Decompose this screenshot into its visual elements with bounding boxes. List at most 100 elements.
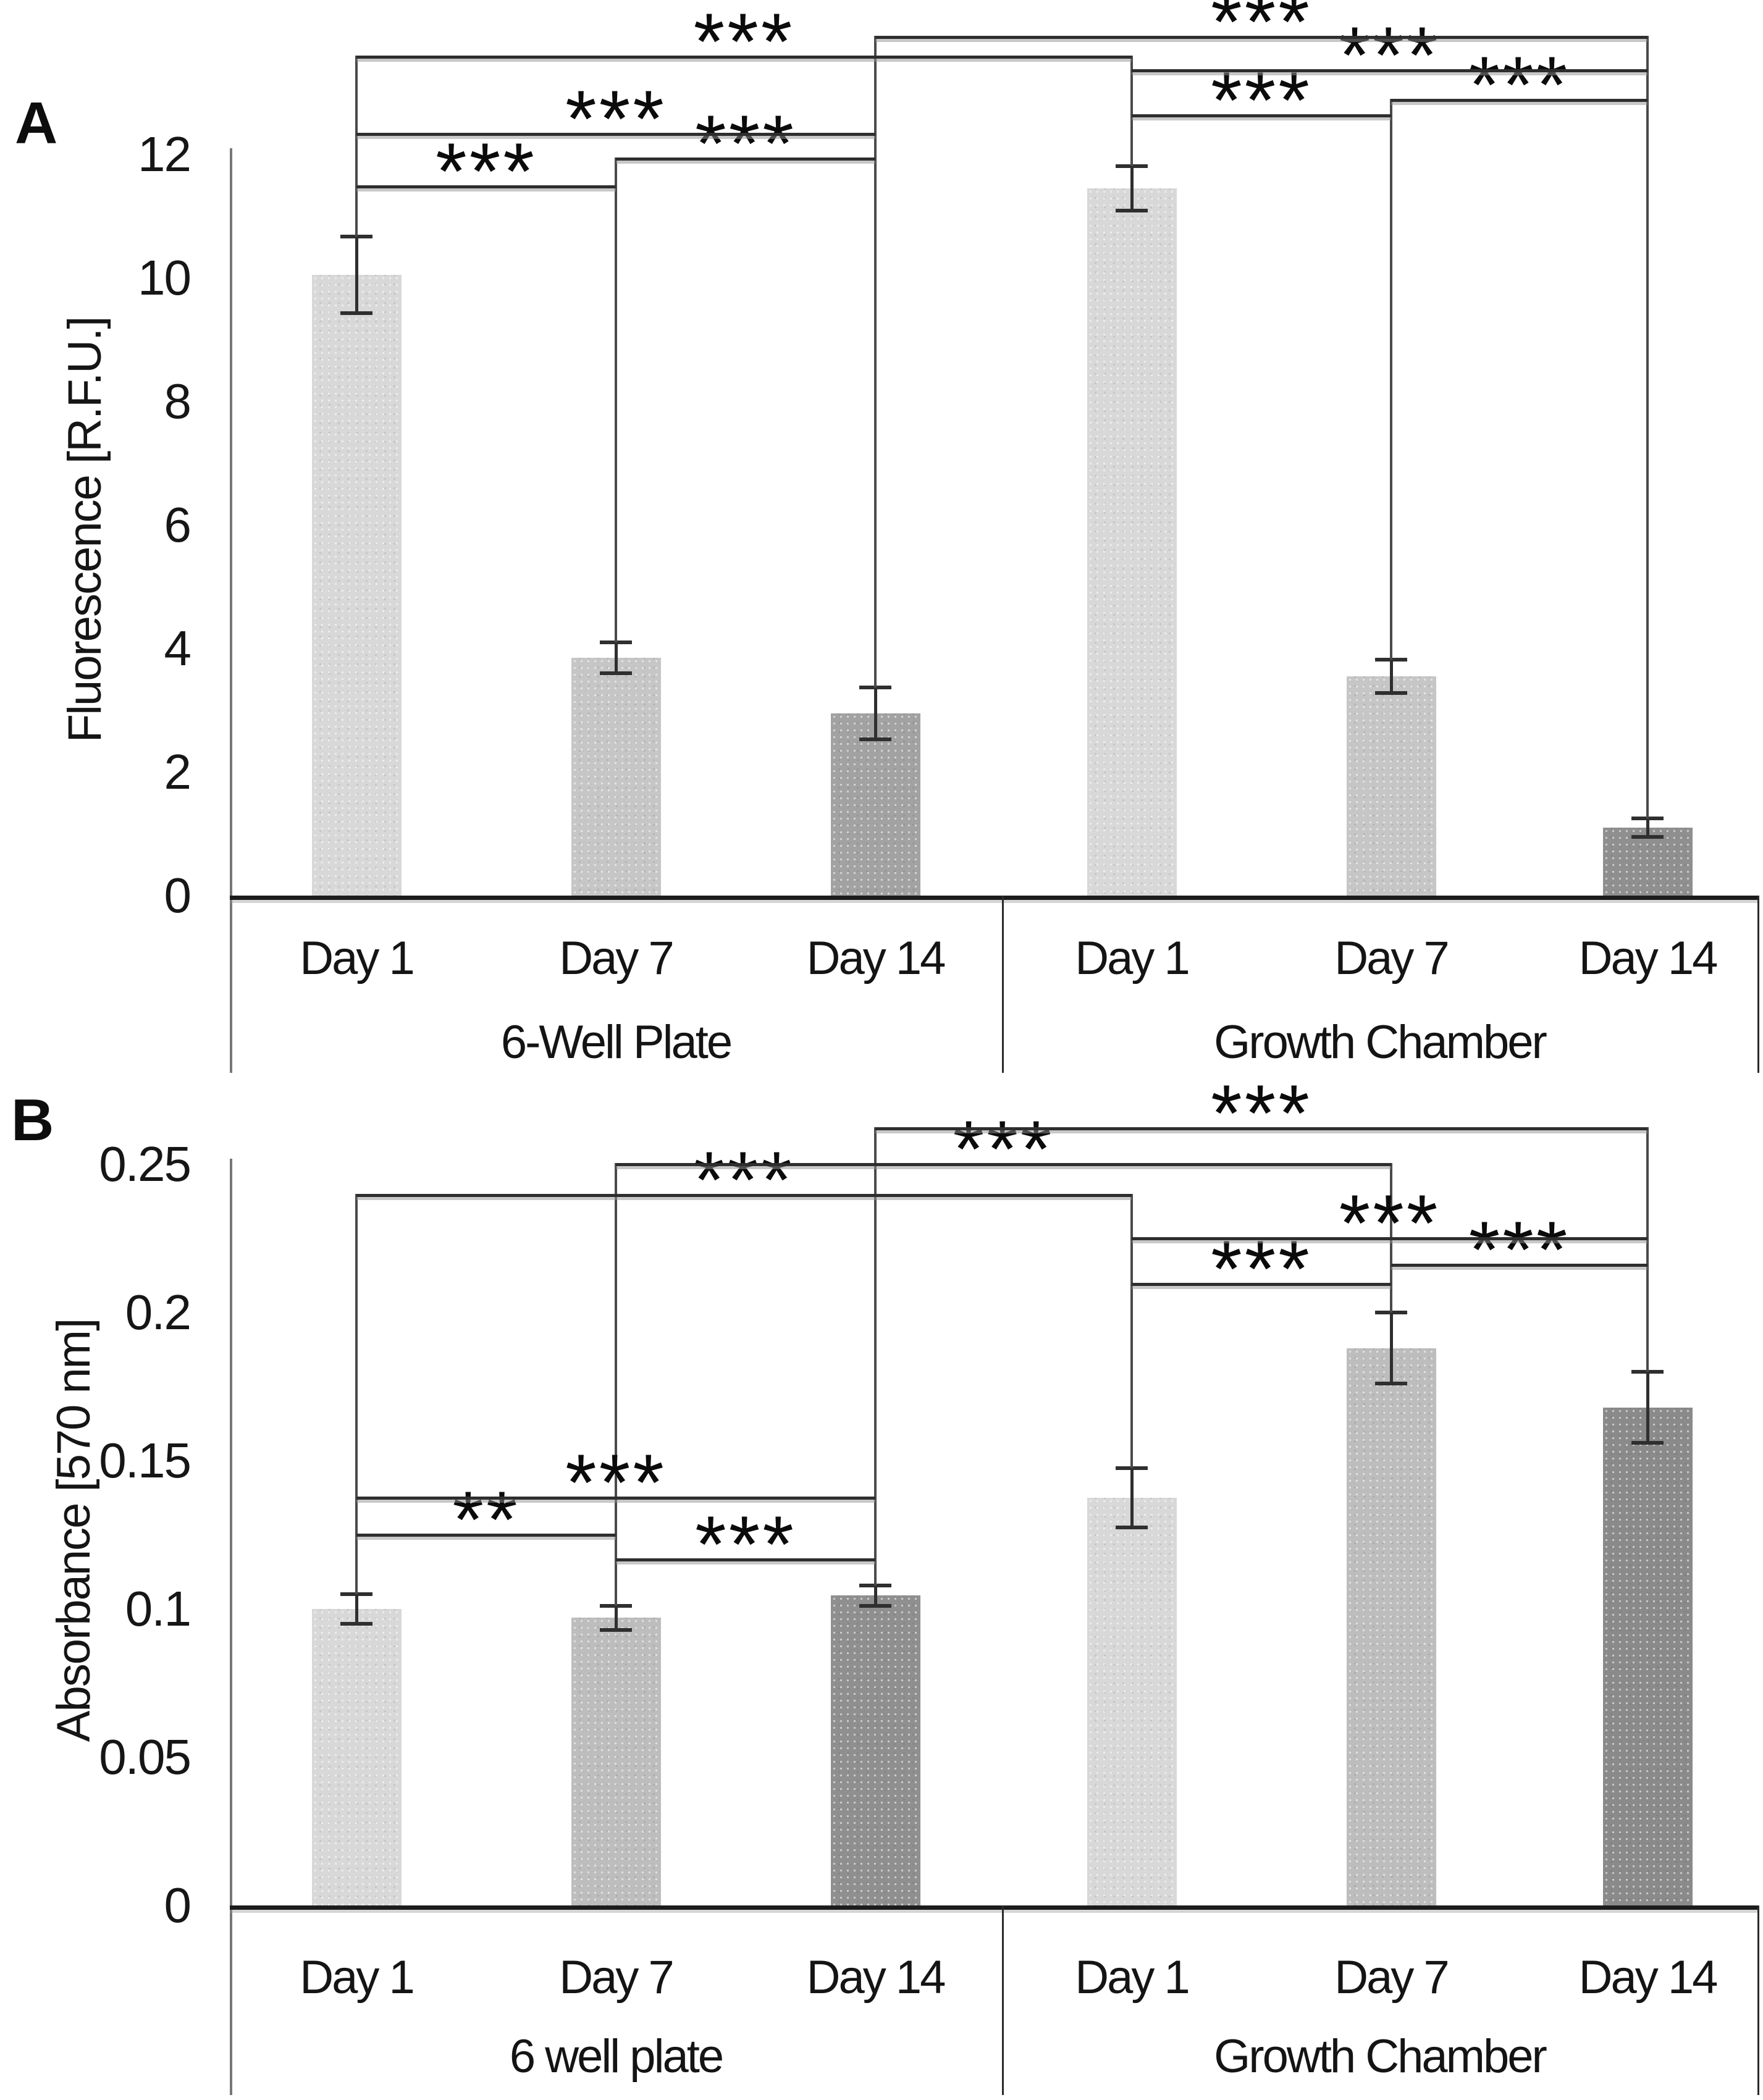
significance-bracket-B-6: [356, 1194, 1132, 1197]
bracket-stem-B-2: [874, 1127, 877, 1586]
bar-B-g1-day1: [311, 1609, 402, 1905]
error-cap-top-A-2: [859, 686, 891, 689]
error-cap-top-A-4: [1375, 658, 1407, 662]
day-label-B-1: Day 7: [559, 1951, 675, 2004]
y-tick-label-A: 2: [164, 744, 192, 799]
y-tick-label-B: 0.1: [125, 1581, 191, 1636]
error-bar-B-4: [1390, 1312, 1393, 1384]
significance-bracket-B-8: [875, 1127, 1647, 1130]
bracket-stem-B-3: [1130, 1194, 1133, 1468]
significance-label-B-5: ***: [1339, 1177, 1441, 1268]
error-bar-A-1: [615, 642, 618, 673]
y-axis-line-B: [230, 1159, 232, 2095]
error-cap-bottom-A-2: [859, 737, 891, 741]
day-label-B-0: Day 1: [300, 1951, 415, 2004]
bracket-stem-B-0: [355, 1194, 358, 1594]
error-bar-A-4: [1390, 660, 1393, 693]
day-label-B-5: Day 14: [1578, 1951, 1719, 2004]
y-tick-label-A: 12: [138, 127, 191, 182]
bracket-stem-A-3: [1130, 56, 1133, 166]
bar-A-g1-day14: [830, 713, 920, 896]
bracket-stem-A-5: [1646, 36, 1649, 818]
error-bar-B-3: [1130, 1468, 1134, 1527]
x-axis-baseline-B: [230, 1905, 1757, 1910]
significance-label-B-0: ***: [695, 1499, 796, 1590]
error-bar-A-3: [1130, 166, 1134, 211]
day-label-B-4: Day 7: [1334, 1951, 1450, 2004]
bar-A-g2-day1: [1087, 188, 1177, 896]
significance-label-B-8: ***: [1211, 1068, 1312, 1158]
significance-bracket-A-3: [1132, 114, 1391, 117]
significance-label-B-7: ***: [953, 1103, 1054, 1194]
error-cap-top-B-2: [859, 1583, 891, 1587]
significance-bracket-A-6: [356, 56, 1132, 59]
x-axis-baseline-A: [230, 896, 1757, 900]
error-cap-bottom-B-0: [340, 1622, 372, 1626]
significance-bracket-A-2: [356, 133, 875, 136]
bar-B-g1-day14: [830, 1595, 920, 1905]
significance-bracket-A-1: [616, 158, 875, 161]
day-label-B-3: Day 1: [1075, 1951, 1190, 2004]
significance-label-B-3: ***: [1211, 1224, 1312, 1314]
bar-A-g2-day14: [1602, 828, 1693, 896]
significance-bracket-B-5: [1132, 1237, 1647, 1240]
significance-label-B-1: **: [452, 1474, 520, 1564]
significance-label-B-6: ***: [693, 1135, 795, 1225]
panel-b-letter: B: [11, 1087, 54, 1153]
error-cap-bottom-A-3: [1116, 209, 1148, 212]
error-cap-top-B-0: [340, 1592, 372, 1596]
y-tick-label-B: 0.2: [125, 1285, 191, 1340]
significance-bracket-A-0: [356, 185, 616, 188]
day-label-A-5: Day 14: [1578, 932, 1719, 985]
error-cap-bottom-B-5: [1631, 1441, 1664, 1445]
group-divider-A: [1002, 896, 1004, 1073]
bar-B-g1-day7: [571, 1618, 661, 1905]
bracket-stem-A-2: [874, 36, 877, 687]
significance-bracket-B-1: [356, 1533, 616, 1537]
y-axis-line-A: [230, 148, 232, 1073]
error-bar-B-0: [355, 1594, 358, 1624]
error-cap-top-B-3: [1116, 1466, 1148, 1470]
error-cap-bottom-B-3: [1116, 1526, 1148, 1529]
error-cap-bottom-A-0: [340, 311, 372, 315]
group-divider-B: [1002, 1905, 1004, 2095]
error-cap-bottom-A-5: [1631, 835, 1664, 839]
bar-B-g2-day1: [1087, 1498, 1177, 1905]
significance-label-A-3: ***: [1211, 55, 1312, 145]
table-right-border-A: [1757, 896, 1759, 1073]
significance-bracket-B-4: [1391, 1263, 1647, 1267]
day-label-B-2: Day 14: [806, 1951, 946, 2004]
group-label-B-0: 6 well plate: [509, 2030, 724, 2083]
y-tick-label-A: 8: [164, 374, 192, 429]
bracket-stem-A-1: [615, 158, 617, 642]
significance-label-A-7: ***: [1211, 0, 1312, 67]
significance-bracket-A-5: [1132, 69, 1647, 72]
error-cap-top-A-1: [600, 640, 632, 644]
significance-bracket-B-0: [616, 1558, 875, 1562]
y-tick-label-A: 10: [138, 250, 191, 305]
group-label-B-1: Growth Chamber: [1214, 2030, 1547, 2083]
bracket-stem-A-4: [1390, 99, 1392, 660]
bar-A-g1-day1: [311, 275, 402, 896]
error-bar-A-0: [355, 237, 358, 313]
error-cap-bottom-A-1: [600, 671, 632, 675]
significance-label-A-5: ***: [1339, 10, 1441, 100]
bar-B-g2-day7: [1346, 1348, 1436, 1905]
y-tick-label-A: 4: [164, 621, 192, 676]
bar-B-g2-day14: [1602, 1407, 1693, 1905]
table-right-border-B: [1757, 1905, 1759, 2095]
y-tick-label-A: 6: [164, 497, 192, 552]
error-bar-A-5: [1646, 818, 1649, 837]
group-label-A-1: Growth Chamber: [1214, 1016, 1547, 1069]
significance-bracket-A-7: [875, 36, 1647, 39]
day-label-A-4: Day 7: [1334, 932, 1450, 985]
error-cap-top-B-4: [1375, 1311, 1407, 1314]
day-label-A-2: Day 14: [806, 932, 946, 985]
day-label-A-3: Day 1: [1075, 932, 1190, 985]
y-tick-label-B: 0.15: [99, 1433, 191, 1488]
significance-bracket-A-4: [1391, 99, 1647, 102]
error-bar-A-2: [874, 687, 877, 739]
error-cap-top-A-3: [1116, 164, 1148, 168]
